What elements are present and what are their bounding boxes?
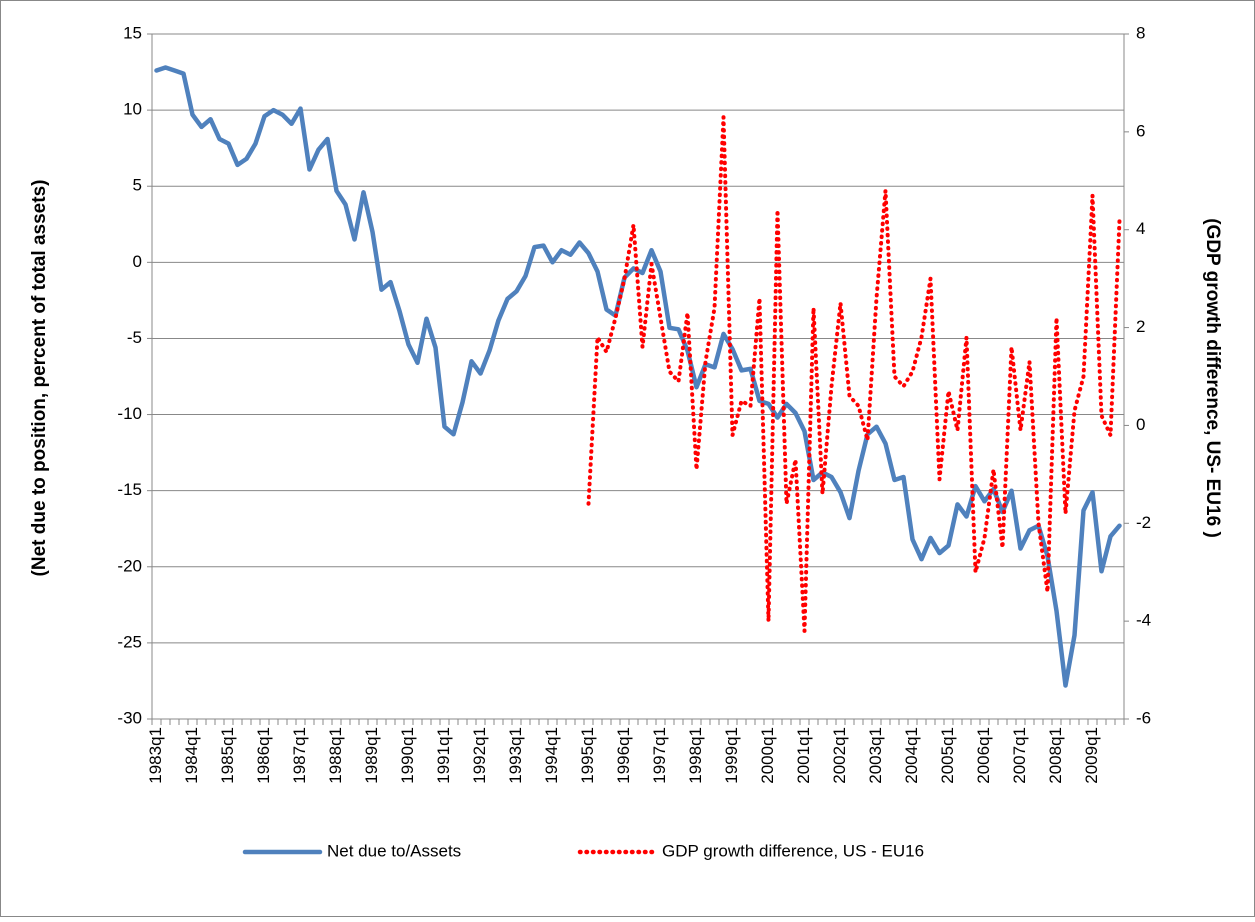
series-line	[586, 115, 1122, 633]
y2-tick-label: 6	[1136, 121, 1145, 140]
y-tick-label: -10	[117, 404, 142, 423]
x-tick-label: 1992q1	[470, 727, 489, 784]
y2-tick-label: -4	[1136, 611, 1151, 630]
y2-tick-label: 2	[1136, 317, 1145, 336]
y-tick-label: 0	[133, 252, 142, 271]
x-tick-label: 1995q1	[578, 727, 597, 784]
y2-tick-label: -2	[1136, 513, 1151, 532]
x-tick-label: 1990q1	[398, 727, 417, 784]
x-tick-label: 1985q1	[218, 727, 237, 784]
legend-label: Net due to/Assets	[327, 841, 461, 860]
x-tick-label: 2004q1	[902, 727, 921, 784]
x-tick-label: 2008q1	[1046, 727, 1065, 784]
x-tick-label: 1987q1	[290, 727, 309, 784]
x-tick-label: 1991q1	[434, 727, 453, 784]
y2-axis-title: (GDP growth difference, US- EU16 )	[1202, 218, 1223, 538]
y-tick-label: -20	[117, 556, 142, 575]
y-tick-label: 5	[133, 176, 142, 195]
x-tick-label: 1984q1	[182, 727, 201, 784]
y-axis-title: (Net due to position, percent of total a…	[29, 180, 50, 577]
series-line	[154, 65, 1122, 688]
y-tick-label: -30	[117, 708, 142, 727]
x-tick-label: 2002q1	[830, 727, 849, 784]
x-tick-label: 1989q1	[362, 727, 381, 784]
y-tick-label: 15	[123, 23, 142, 42]
x-tick-label: 2005q1	[938, 727, 957, 784]
x-tick-label: 1988q1	[326, 727, 345, 784]
x-tick-label: 1998q1	[686, 727, 705, 784]
y2-tick-label: 0	[1136, 415, 1145, 434]
x-tick-label: 1999q1	[722, 727, 741, 784]
x-tick-label: 2000q1	[758, 727, 777, 784]
x-tick-label: 1996q1	[614, 727, 633, 784]
y2-tick-label: -6	[1136, 708, 1151, 727]
x-tick-label: 1986q1	[254, 727, 273, 784]
x-tick-label: 2007q1	[1010, 727, 1029, 784]
x-tick-label: 1993q1	[506, 727, 525, 784]
x-tick-label: 2001q1	[794, 727, 813, 784]
x-tick-label: 1997q1	[650, 727, 669, 784]
x-tick-label: 1994q1	[542, 727, 561, 784]
x-tick-label: 2009q1	[1082, 727, 1101, 784]
y2-tick-label: 8	[1136, 23, 1145, 42]
legend-label: GDP growth difference, US - EU16	[662, 841, 924, 860]
y2-tick-label: 4	[1136, 219, 1145, 238]
y-tick-label: -25	[117, 632, 142, 651]
y-tick-label: -15	[117, 480, 142, 499]
x-tick-label: 2006q1	[974, 727, 993, 784]
x-tick-label: 2003q1	[866, 727, 885, 784]
x-tick-label: 1983q1	[146, 727, 165, 784]
y-tick-label: -5	[127, 328, 142, 347]
y-tick-label: 10	[123, 100, 142, 119]
